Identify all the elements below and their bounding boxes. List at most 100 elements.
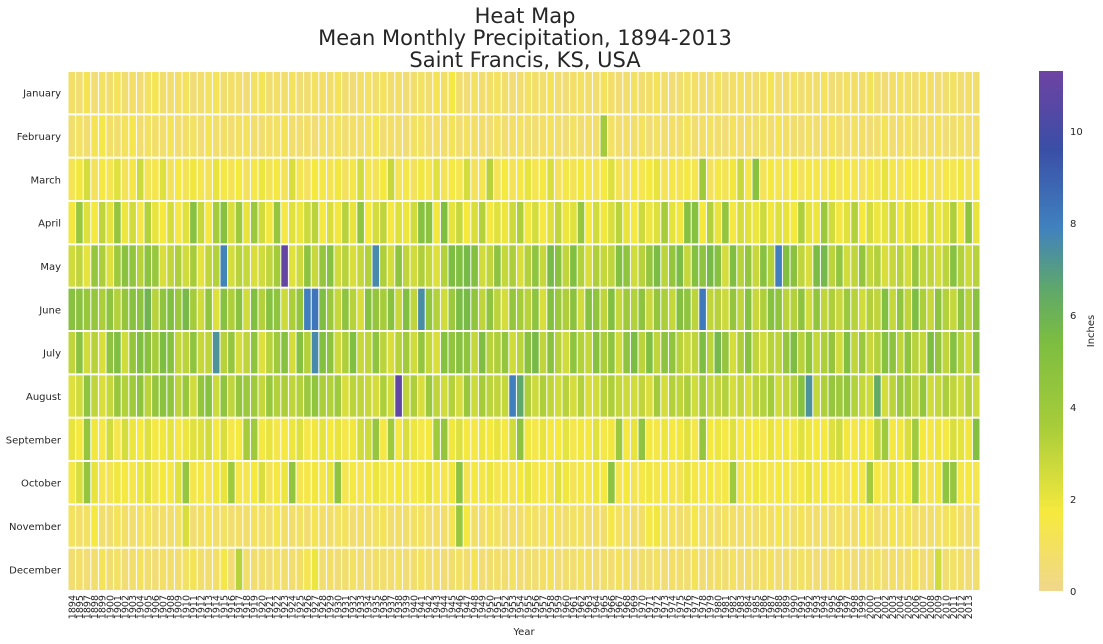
heatmap-cell (243, 505, 250, 547)
heatmap-cell (129, 202, 136, 244)
heatmap-cell (144, 418, 152, 460)
heatmap-cell (433, 462, 440, 504)
heatmap-cell (296, 548, 304, 590)
heatmap-cell (554, 332, 562, 374)
x-tick-label: 1908 (166, 595, 177, 619)
heatmap-cell (228, 548, 235, 590)
heatmap-cell (281, 462, 288, 504)
heatmap-cell (296, 375, 304, 417)
heatmap-cell (775, 245, 782, 287)
heatmap-cell (874, 462, 881, 504)
heatmap-cell (638, 505, 646, 547)
heatmap-cell (349, 332, 357, 374)
heatmap-cell (410, 418, 418, 460)
heatmap-cell (114, 418, 121, 460)
heatmap-cell (623, 72, 630, 114)
heatmap-cell (790, 505, 798, 547)
heatmap-cell (190, 332, 197, 374)
x-tick-label: 1964 (592, 595, 603, 619)
heatmap-cell (326, 72, 334, 114)
heatmap-cell (532, 115, 539, 157)
heatmap-cell (934, 288, 942, 330)
chart-subtitle: Mean Monthly Precipitation, 1894-2013 (318, 26, 732, 50)
heatmap-cell (767, 245, 775, 287)
heatmap-cell (440, 288, 448, 330)
heatmap-cell (896, 418, 904, 460)
heatmap-cell (288, 548, 296, 590)
heatmap-cell (813, 158, 820, 200)
heatmap-cell (121, 548, 129, 590)
heatmap-cell (402, 548, 410, 590)
heatmap-cell (646, 375, 653, 417)
x-tick-label: 1982 (729, 595, 740, 619)
heatmap-cell (114, 548, 121, 590)
heatmap-cell (190, 115, 197, 157)
heatmap-cell (501, 505, 509, 547)
y-tick-label: March (31, 175, 61, 186)
heatmap-cell (646, 505, 653, 547)
heatmap-cell (638, 332, 646, 374)
heatmap-cell (296, 462, 304, 504)
heatmap-cell (129, 548, 136, 590)
x-tick-label: 1927 (311, 595, 322, 619)
heatmap-cell (418, 548, 425, 590)
heatmap-cell (539, 332, 547, 374)
heatmap-cell (114, 375, 121, 417)
heatmap-cell (395, 202, 402, 244)
heatmap-cell (296, 72, 304, 114)
heatmap-cell (950, 462, 957, 504)
heatmap-cell (972, 288, 980, 330)
heatmap-cell (889, 72, 896, 114)
heatmap-cell (615, 418, 623, 460)
heatmap-cell (813, 115, 820, 157)
heatmap-cell (668, 462, 676, 504)
heatmap-cell (539, 245, 547, 287)
heatmap-cell (760, 245, 767, 287)
heatmap-cell (273, 72, 281, 114)
x-tick-label: 1911 (189, 595, 200, 619)
heatmap-cell (486, 288, 494, 330)
heatmap-cell (364, 72, 372, 114)
heatmap-cell (334, 418, 342, 460)
heatmap-cell (684, 332, 691, 374)
heatmap-cell (820, 332, 828, 374)
heatmap-cell (699, 288, 706, 330)
x-tick-label: 1983 (736, 595, 747, 619)
heatmap-cell (182, 375, 190, 417)
heatmap-cell (494, 245, 501, 287)
heatmap-cell (934, 462, 942, 504)
heatmap-cell (205, 115, 212, 157)
heatmap-cell (76, 202, 83, 244)
heatmap-cell (706, 288, 714, 330)
heatmap-cell (957, 375, 965, 417)
heatmap-cell (197, 505, 205, 547)
heatmap-cell (114, 462, 121, 504)
heatmap-cell (927, 548, 934, 590)
heatmap-cell (737, 505, 744, 547)
heatmap-cell (592, 288, 600, 330)
heatmap-cell (380, 288, 387, 330)
heatmap-cell (737, 462, 744, 504)
heatmap-cell (68, 158, 76, 200)
heatmap-cell (212, 158, 220, 200)
heatmap-cell (858, 115, 866, 157)
heatmap-cell (402, 375, 410, 417)
x-tick-label: 1991 (797, 595, 808, 619)
heatmap-cell (828, 245, 836, 287)
heatmap-cell (714, 505, 722, 547)
heatmap-cell (775, 418, 782, 460)
x-tick-label: 2004 (896, 595, 907, 619)
x-tick-label: 1906 (151, 595, 162, 619)
heatmap-cell (790, 288, 798, 330)
heatmap-cell (608, 72, 615, 114)
heatmap-cell (615, 375, 623, 417)
heatmap-cell (775, 332, 782, 374)
heatmap-cell (144, 548, 152, 590)
heatmap-cell (630, 418, 638, 460)
heatmap-cell (592, 375, 600, 417)
heatmap-cell (615, 462, 623, 504)
heatmap-cell (752, 115, 760, 157)
heatmap-cell (281, 115, 288, 157)
heatmap-cell (790, 72, 798, 114)
heatmap-cell (121, 418, 129, 460)
